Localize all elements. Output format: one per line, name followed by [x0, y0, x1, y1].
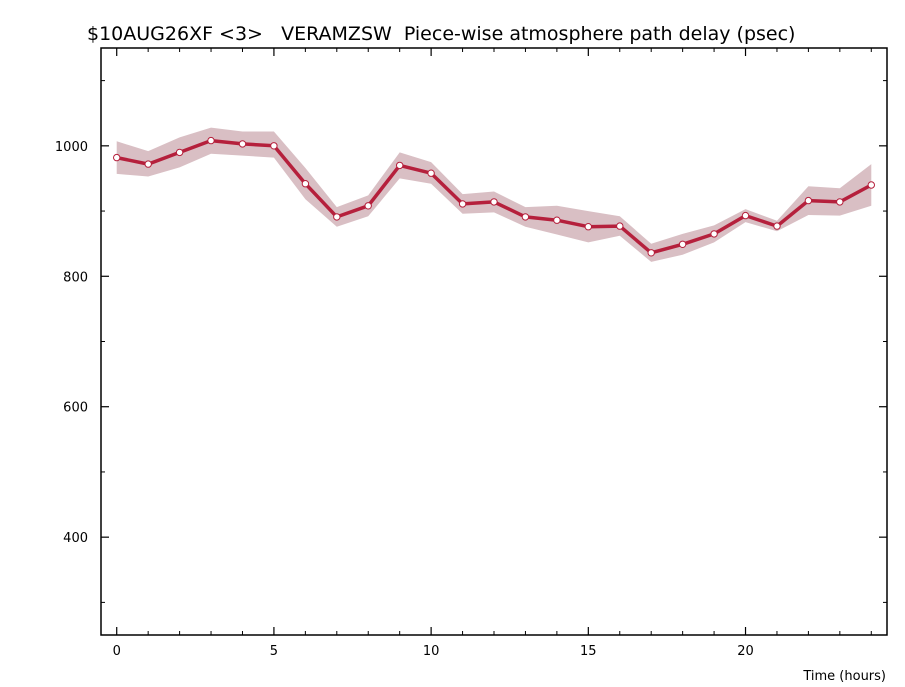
y-tick-label: 800 [63, 270, 88, 285]
x-axis-label: Time (hours) [802, 669, 886, 684]
data-point [396, 161, 404, 170]
data-point [301, 180, 310, 188]
y-tick-label: 600 [63, 401, 88, 416]
data-point [584, 223, 592, 231]
uncertainty-band [116, 127, 872, 262]
data-point [710, 230, 718, 238]
data-point [553, 216, 561, 224]
x-tick-label: 20 [737, 644, 754, 659]
x-tick-label: 15 [580, 644, 597, 659]
x-tick-label: 5 [270, 644, 278, 659]
data-point-layer [113, 136, 875, 257]
data-point [333, 213, 341, 221]
data-point [867, 181, 875, 189]
data-point [270, 142, 278, 150]
data-point [207, 136, 215, 145]
data-point [427, 169, 435, 177]
data-point [238, 140, 247, 148]
x-tick-label: 10 [423, 644, 440, 659]
tick-labels: 0 5 10 15 20 400 600 800 1000 [55, 140, 754, 659]
data-point [175, 148, 184, 157]
data-point [616, 222, 624, 230]
uncertainty-band-layer [116, 127, 872, 262]
data-point [836, 198, 844, 206]
data-point [804, 196, 813, 205]
data-point [144, 160, 152, 168]
data-point [458, 200, 467, 208]
data-point [773, 222, 781, 230]
y-tick-label: 1000 [55, 140, 88, 155]
x-tick-label: 0 [113, 644, 121, 659]
chart-title: $10AUG26XF <3> VERAMZSW Piece-wise atmos… [87, 23, 795, 45]
data-point [521, 213, 530, 221]
data-point [647, 249, 655, 257]
y-tick-label: 400 [63, 531, 88, 546]
data-point [741, 211, 750, 220]
data-point [490, 198, 498, 206]
data-point [113, 153, 121, 162]
axis-ticks [101, 48, 887, 635]
data-point [678, 240, 687, 249]
data-point [364, 202, 372, 210]
